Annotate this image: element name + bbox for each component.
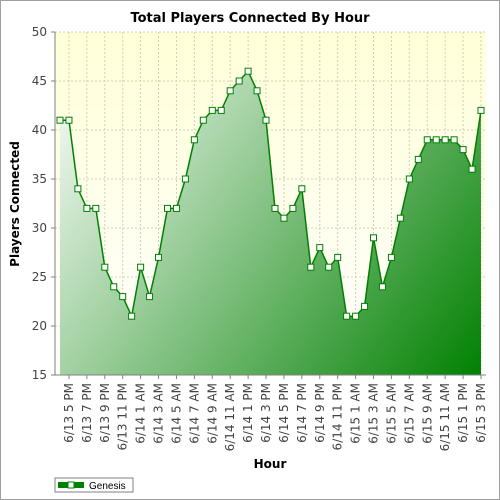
data-point: [459, 146, 467, 154]
x-tick-label: 6/14 3 PM: [259, 383, 273, 443]
x-tick-label: 6/14 9 PM: [313, 383, 327, 443]
series-area-fill: [60, 71, 481, 375]
data-point: [83, 204, 91, 212]
data-point: [253, 87, 261, 95]
data-point: [307, 263, 315, 271]
data-point: [128, 312, 136, 320]
data-point: [56, 116, 64, 124]
x-tick-label: 6/14 3 AM: [152, 383, 166, 444]
x-tick-label: 6/14 11 AM: [223, 383, 237, 451]
x-axis-label: Hour: [254, 457, 287, 471]
legend-marker: [67, 481, 75, 489]
data-point: [65, 116, 73, 124]
x-tick-label: 6/15 1 AM: [349, 383, 363, 444]
x-tick-label: 6/13 11 PM: [116, 383, 130, 450]
data-point: [119, 293, 127, 301]
data-point: [343, 312, 351, 320]
data-point: [235, 77, 243, 85]
y-tick-label: 25: [32, 270, 47, 284]
y-tick-label: 30: [32, 221, 47, 235]
x-tick-label: 6/15 1 PM: [456, 383, 470, 443]
data-point: [244, 67, 252, 75]
data-point: [146, 293, 154, 301]
x-tick-label: 6/14 9 AM: [205, 383, 219, 444]
y-tick-label: 20: [32, 319, 47, 333]
data-point: [450, 136, 458, 144]
data-point: [298, 185, 306, 193]
data-point: [74, 185, 82, 193]
data-point: [172, 204, 180, 212]
data-point: [361, 302, 369, 310]
data-point: [387, 253, 395, 261]
data-point: [414, 155, 422, 163]
x-tick-label: 6/15 5 AM: [384, 383, 398, 444]
x-axis-ticks: 6/13 5 PM 6/13 7 PM 6/13 9 PM 6/13 11 PM 6/1…: [62, 375, 488, 451]
data-point: [441, 136, 449, 144]
data-point: [370, 234, 378, 242]
x-tick-label: 6/14 7 AM: [187, 383, 201, 444]
data-point: [325, 263, 333, 271]
data-point: [432, 136, 440, 144]
x-tick-label: 6/13 7 PM: [80, 383, 94, 443]
data-point: [217, 106, 225, 114]
data-point: [92, 204, 100, 212]
series-markers: [56, 67, 485, 320]
x-tick-label: 6/15 11 AM: [438, 383, 452, 451]
data-point: [208, 106, 216, 114]
data-point: [199, 116, 207, 124]
x-tick-label: 6/15 3 AM: [367, 383, 381, 444]
y-tick-label: 45: [32, 74, 47, 88]
legend: Genesis: [54, 477, 134, 493]
data-point: [468, 165, 476, 173]
y-tick-label: 35: [32, 172, 47, 186]
x-tick-label: 6/14 1 AM: [134, 383, 148, 444]
x-tick-label: 6/15 7 AM: [402, 383, 416, 444]
data-point: [110, 283, 118, 291]
chart-title: Total Players Connected By Hour: [130, 11, 370, 26]
data-point: [163, 204, 171, 212]
data-point: [378, 283, 386, 291]
data-point: [226, 87, 234, 95]
x-tick-label: 6/13 5 PM: [62, 383, 76, 443]
x-tick-label: 6/14 5 AM: [169, 383, 183, 444]
legend-label: Genesis: [89, 481, 126, 492]
y-tick-label: 40: [32, 123, 47, 137]
y-axis-label: Players Connected: [8, 141, 22, 267]
data-point: [271, 204, 279, 212]
x-tick-label: 6/15 3 PM: [474, 383, 488, 443]
x-tick-label: 6/13 9 PM: [98, 383, 112, 443]
y-tick-label: 15: [32, 368, 47, 382]
data-point: [334, 253, 342, 261]
data-point: [181, 175, 189, 183]
data-point: [477, 106, 485, 114]
x-tick-label: 6/14 11 PM: [331, 383, 345, 450]
data-point: [101, 263, 109, 271]
data-point: [155, 253, 163, 261]
data-point: [289, 204, 297, 212]
data-point: [423, 136, 431, 144]
data-point: [405, 175, 413, 183]
data-point: [137, 263, 145, 271]
x-tick-label: 6/15 9 AM: [420, 383, 434, 444]
y-tick-label: 50: [32, 25, 47, 39]
data-point: [280, 214, 288, 222]
x-tick-label: 6/14 7 PM: [295, 383, 309, 443]
data-point: [262, 116, 270, 124]
data-point: [396, 214, 404, 222]
x-tick-label: 6/14 5 PM: [277, 383, 291, 443]
x-tick-label: 6/14 1 PM: [241, 383, 255, 443]
y-axis-ticks: 15 20 25 30 35 40 45 50: [32, 25, 55, 382]
data-point: [190, 136, 198, 144]
data-point: [316, 244, 324, 252]
data-point: [352, 312, 360, 320]
